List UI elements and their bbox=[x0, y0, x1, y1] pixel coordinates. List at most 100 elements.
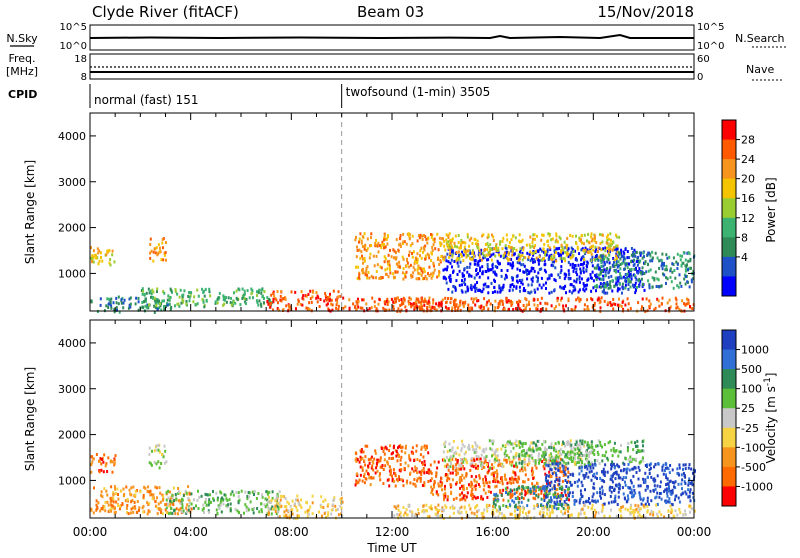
power-cell bbox=[502, 303, 504, 306]
velocity-cell bbox=[517, 481, 519, 484]
velocity-cell bbox=[431, 477, 433, 480]
power-cell bbox=[217, 297, 219, 300]
power-cell bbox=[116, 306, 118, 309]
velocity-cell bbox=[643, 497, 645, 500]
velocity-cell bbox=[291, 508, 293, 511]
velocity-cell bbox=[666, 488, 668, 491]
power-cell bbox=[138, 300, 140, 303]
power-cell bbox=[642, 266, 644, 269]
power-cell bbox=[272, 300, 274, 303]
velocity-cell bbox=[435, 471, 437, 474]
velocity-cell bbox=[457, 459, 459, 462]
power-cell bbox=[384, 268, 386, 271]
velocity-cell bbox=[654, 484, 656, 487]
power-cell bbox=[369, 253, 371, 256]
velocity-cell bbox=[627, 498, 629, 501]
velocity-cell bbox=[680, 483, 682, 486]
power-cell bbox=[625, 264, 627, 267]
velocity-cell bbox=[186, 503, 188, 506]
velocity-cell bbox=[364, 481, 366, 484]
power-ytick-label: 2000 bbox=[58, 222, 86, 235]
power-cell bbox=[578, 252, 580, 255]
velocity-cell bbox=[476, 481, 478, 484]
velocity-cell bbox=[524, 493, 526, 496]
velocity-cell bbox=[688, 467, 690, 470]
velocity-cell bbox=[221, 510, 223, 513]
power-cell bbox=[677, 263, 679, 266]
velocity-cell bbox=[485, 492, 487, 495]
power-cell bbox=[535, 307, 537, 310]
power-cell bbox=[366, 249, 368, 252]
power-cell bbox=[648, 270, 650, 273]
velocity-cell bbox=[540, 492, 542, 495]
velocity-cell bbox=[117, 493, 119, 496]
velocity-cell bbox=[611, 465, 613, 468]
velocity-cell bbox=[514, 505, 516, 508]
power-cell bbox=[612, 307, 614, 310]
power-cell bbox=[671, 262, 673, 265]
power-cell bbox=[573, 267, 575, 270]
power-cell bbox=[581, 277, 583, 280]
power-cell bbox=[492, 291, 494, 294]
power-cell bbox=[417, 239, 419, 242]
velocity-cell bbox=[687, 488, 689, 491]
power-cell bbox=[671, 280, 673, 283]
velocity-cell bbox=[178, 490, 180, 493]
velocity-cell bbox=[669, 501, 671, 504]
velocity-cell bbox=[657, 474, 659, 477]
velocity-cell bbox=[296, 509, 298, 512]
velocity-cell bbox=[160, 511, 162, 514]
velocity-cell bbox=[463, 477, 465, 480]
power-cell bbox=[548, 292, 550, 295]
power-cell bbox=[415, 303, 417, 306]
power-cell bbox=[408, 303, 410, 306]
velocity-cell bbox=[633, 489, 635, 492]
power-cell bbox=[395, 300, 397, 303]
velocity-cell bbox=[469, 469, 471, 472]
velocity-cell bbox=[472, 445, 474, 448]
velocity-cell bbox=[224, 493, 226, 496]
power-cell bbox=[302, 297, 304, 300]
velocity-cell bbox=[629, 491, 631, 494]
velocity-cell bbox=[393, 446, 395, 449]
velocity-cell bbox=[528, 511, 530, 514]
velocity-cell bbox=[452, 466, 454, 469]
velocity-cell bbox=[579, 443, 581, 446]
velocity-cell bbox=[548, 457, 550, 460]
velocity-cell bbox=[612, 475, 614, 478]
power-cell bbox=[448, 236, 450, 239]
power-cell bbox=[658, 285, 660, 288]
power-cell bbox=[560, 257, 562, 260]
velocity-cell bbox=[154, 486, 156, 489]
velocity-cell bbox=[614, 442, 616, 445]
velocity-cell bbox=[181, 503, 183, 506]
freq-tick-bottom: 8 bbox=[81, 72, 87, 83]
velocity-cell bbox=[490, 491, 492, 494]
velocity-cell bbox=[320, 495, 322, 498]
velocity-cell bbox=[123, 494, 125, 497]
velocity-cell bbox=[654, 496, 656, 499]
power-cell bbox=[604, 249, 606, 252]
velocity-cell bbox=[506, 482, 508, 485]
velocity-cell bbox=[208, 503, 210, 506]
power-cell bbox=[526, 277, 528, 280]
velocity-cell bbox=[658, 496, 660, 499]
velocity-cell bbox=[269, 508, 271, 511]
power-cell bbox=[600, 271, 602, 274]
power-cell bbox=[467, 304, 469, 307]
power-cell bbox=[534, 270, 536, 273]
power-cell bbox=[627, 273, 629, 276]
velocity-cell bbox=[387, 479, 389, 482]
velocity-cell bbox=[475, 484, 477, 487]
power-cell bbox=[481, 265, 483, 268]
power-cell bbox=[628, 263, 630, 266]
velocity-cell bbox=[680, 493, 682, 496]
velocity-cell bbox=[210, 501, 212, 504]
power-cell bbox=[467, 287, 469, 290]
power-cell bbox=[545, 287, 547, 290]
power-cell bbox=[683, 251, 685, 254]
power-cell bbox=[281, 299, 283, 302]
power-cell bbox=[389, 268, 391, 271]
velocity-cell bbox=[411, 511, 413, 514]
velocity-cell bbox=[389, 465, 391, 468]
